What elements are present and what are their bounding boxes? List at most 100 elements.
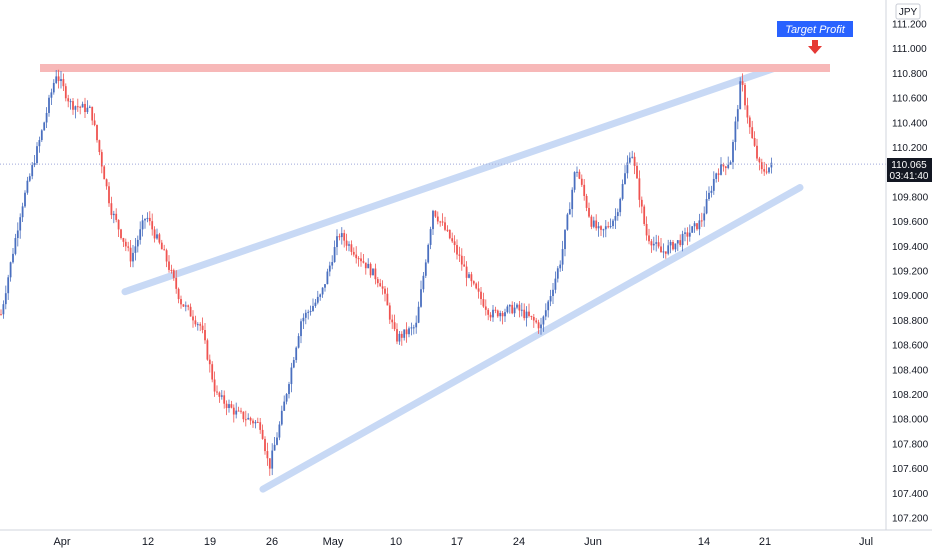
candle-body — [444, 222, 446, 230]
candle-body — [153, 229, 156, 239]
candle-body — [715, 173, 718, 179]
candle-body — [52, 82, 55, 93]
candle-body — [667, 245, 670, 254]
x-tick-label: 21 — [759, 536, 771, 548]
candle-body — [21, 206, 24, 218]
candle-body — [240, 410, 242, 412]
candle-body — [746, 105, 749, 118]
candle-body — [321, 287, 324, 295]
y-tick-label: 108.400 — [892, 365, 929, 376]
candle-body — [309, 310, 312, 312]
candle-body — [235, 410, 238, 415]
candle-body — [549, 296, 552, 302]
candle-body — [218, 392, 221, 397]
candle-body — [489, 314, 492, 318]
candle-body — [290, 367, 293, 385]
candle-body — [254, 421, 257, 424]
candle-body — [357, 258, 360, 260]
candle-body — [93, 120, 96, 125]
candle-body — [129, 247, 132, 262]
candle-body — [628, 157, 631, 163]
y-tick-label: 110.600 — [892, 94, 928, 105]
candle-body — [360, 258, 362, 262]
candle-body — [417, 306, 420, 323]
candle-body — [660, 246, 662, 253]
y-tick-label: 108.600 — [892, 341, 929, 352]
candle-body — [669, 241, 672, 246]
candle-body — [621, 183, 624, 199]
candle-body — [460, 255, 463, 265]
candle-body — [9, 262, 12, 278]
candle-body — [280, 410, 283, 425]
candle-body — [770, 162, 773, 168]
candle-body — [638, 178, 641, 200]
candle-body — [561, 249, 564, 265]
candle-body — [657, 242, 660, 247]
candle-body — [602, 229, 605, 231]
candle-body — [172, 270, 175, 278]
candle-body — [393, 322, 396, 330]
candle-body — [451, 238, 454, 242]
last-price-value: 110.065 — [891, 160, 927, 171]
candle-body — [340, 233, 343, 238]
candle-body — [600, 226, 602, 230]
candle-body — [261, 429, 264, 439]
x-tick-label: 19 — [204, 536, 216, 548]
target-profit-annotation[interactable]: Target Profit — [777, 21, 853, 54]
candle-body — [213, 379, 216, 392]
candle-body — [386, 293, 389, 306]
candle-body — [36, 146, 38, 164]
currency-label: JPY — [899, 7, 918, 18]
candle-body — [364, 262, 367, 269]
candle-body — [84, 103, 86, 113]
candle-body — [559, 264, 562, 269]
candle-body — [256, 421, 259, 423]
candle-body — [554, 278, 557, 290]
candle-body — [506, 306, 509, 313]
candle-body — [163, 249, 166, 251]
candle-body — [597, 226, 600, 229]
candle-body — [679, 240, 682, 246]
candle-body — [40, 130, 43, 141]
candle-body — [508, 304, 511, 307]
candle-body — [487, 309, 490, 315]
candle-body — [511, 304, 514, 314]
candle-body — [288, 384, 290, 395]
candle-body — [681, 233, 684, 246]
x-tick-label: 10 — [390, 536, 402, 548]
candle-body — [753, 138, 756, 146]
candle-body — [216, 391, 218, 393]
candle-body — [496, 310, 499, 317]
last-price-badge: 110.065 03:41:40 — [887, 158, 932, 182]
price-axis[interactable]: 111.200 111.000 110.800 110.600 110.400 110.2… — [885, 0, 929, 530]
candle-body — [748, 117, 751, 128]
candle-body — [720, 164, 722, 175]
x-tick-label: Apr — [53, 536, 70, 548]
candle-body — [472, 281, 475, 284]
candle-body — [686, 232, 689, 237]
candle-body — [225, 403, 228, 409]
candle-body — [576, 171, 578, 173]
y-tick-label: 107.200 — [892, 514, 929, 525]
candle-body — [2, 304, 5, 315]
candle-body — [273, 444, 276, 451]
candle-body — [544, 310, 547, 317]
candle-body — [592, 220, 595, 227]
candle-body — [259, 422, 262, 430]
candle-body — [700, 220, 703, 222]
x-tick-label: 17 — [451, 536, 463, 548]
candle-body — [768, 167, 770, 173]
candle-body — [624, 173, 626, 184]
time-axis[interactable]: Apr 12 19 26 May 10 17 24 Jun 14 21 Jul — [0, 529, 932, 548]
candle-body — [297, 336, 300, 348]
candle-body — [139, 229, 142, 240]
candle-body — [369, 263, 372, 276]
candle-body — [48, 97, 50, 113]
candle-body — [684, 232, 686, 234]
candle-body — [744, 84, 746, 106]
candle-body — [758, 158, 761, 163]
candle-body — [504, 312, 506, 317]
candle-body — [328, 265, 331, 272]
